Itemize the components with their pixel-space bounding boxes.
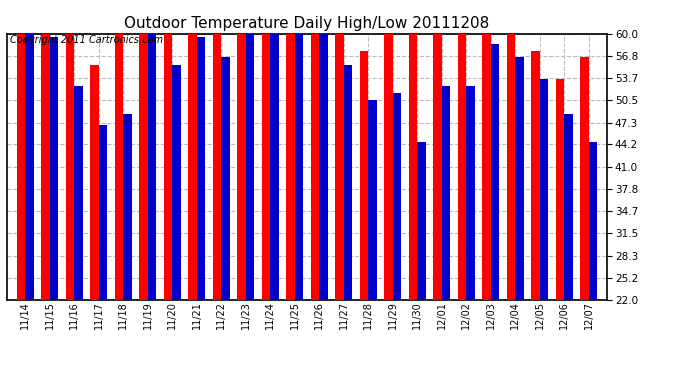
Bar	[393, 93, 402, 300]
Bar	[164, 0, 172, 300]
Bar	[17, 0, 26, 300]
Bar	[295, 0, 304, 300]
Bar	[124, 114, 132, 300]
Bar	[482, 0, 491, 300]
Bar	[237, 0, 246, 300]
Bar	[75, 86, 83, 300]
Bar	[115, 0, 124, 300]
Bar	[262, 0, 270, 300]
Bar	[344, 65, 353, 300]
Bar	[26, 16, 34, 300]
Bar	[50, 37, 59, 300]
Bar	[99, 125, 108, 300]
Bar	[148, 16, 157, 300]
Bar	[384, 34, 393, 300]
Bar	[319, 0, 328, 300]
Bar	[580, 57, 589, 300]
Bar	[139, 0, 148, 300]
Bar	[466, 86, 475, 300]
Bar	[368, 100, 377, 300]
Bar	[457, 16, 466, 300]
Bar	[197, 37, 206, 300]
Bar	[417, 142, 426, 300]
Bar	[310, 0, 319, 300]
Bar	[335, 0, 344, 300]
Bar	[564, 114, 573, 300]
Bar	[270, 23, 279, 300]
Bar	[531, 51, 540, 300]
Bar	[172, 65, 181, 300]
Bar	[408, 0, 417, 300]
Bar	[589, 142, 598, 300]
Bar	[246, 30, 255, 300]
Bar	[41, 0, 50, 300]
Bar	[359, 51, 368, 300]
Bar	[188, 2, 197, 300]
Bar	[506, 0, 515, 300]
Bar	[221, 57, 230, 300]
Title: Outdoor Temperature Daily High/Low 20111208: Outdoor Temperature Daily High/Low 20111…	[124, 16, 490, 31]
Bar	[515, 57, 524, 300]
Bar	[213, 0, 221, 300]
Text: Copyright 2011 Cartronics.com: Copyright 2011 Cartronics.com	[10, 35, 163, 45]
Bar	[555, 79, 564, 300]
Bar	[442, 86, 451, 300]
Bar	[90, 65, 99, 300]
Bar	[66, 0, 75, 300]
Bar	[491, 44, 500, 300]
Bar	[286, 0, 295, 300]
Bar	[540, 79, 549, 300]
Bar	[433, 0, 442, 300]
